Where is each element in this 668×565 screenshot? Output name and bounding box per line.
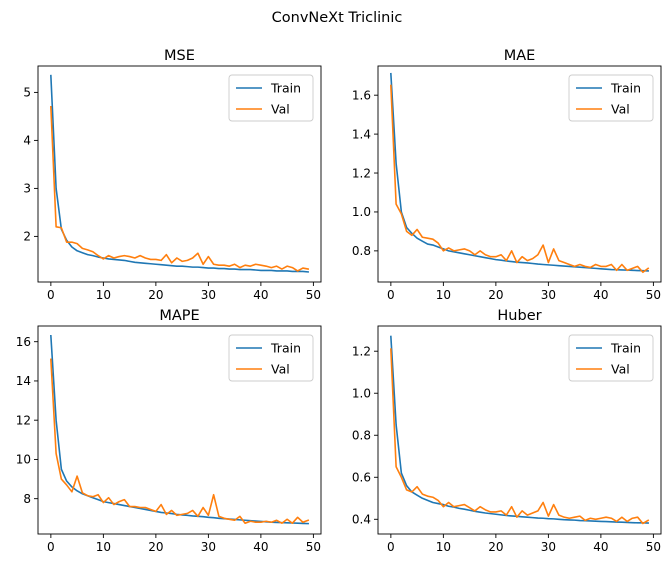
series-line-train <box>390 72 649 272</box>
y-tick-label: 4 <box>23 134 31 148</box>
y-tick-label: 1.2 <box>352 166 371 180</box>
y-tick-label: 3 <box>23 182 31 196</box>
x-tick-label: 50 <box>306 540 321 554</box>
x-tick-label: 40 <box>593 288 608 302</box>
subplots-grid: MSE 0 10 20 30 40 50 2 3 4 5 Train Val MAE 0 10 20 30 40 50… <box>16 48 662 554</box>
y-tick-label: 1.2 <box>352 345 371 359</box>
legend-label-train: Train <box>610 81 641 96</box>
y-tick-label: 1.6 <box>352 88 371 102</box>
x-tick-label: 30 <box>541 540 556 554</box>
subplot-mape: MAPE 0 10 20 30 40 50 8 10 12 14 16 Train Val <box>16 308 322 554</box>
x-tick-label: 40 <box>253 288 268 302</box>
subplot-mae: MAE 0 10 20 30 40 50 0.8 1.0 1.2 1.4 1.6 Train Val <box>352 48 662 302</box>
y-tick-label: 0.4 <box>352 513 371 527</box>
x-tick-label: 10 <box>96 288 111 302</box>
y-tick-label: 5 <box>23 86 31 100</box>
x-tick-label: 20 <box>148 288 163 302</box>
y-tick-label: 0.8 <box>352 429 371 443</box>
x-tick-label: 0 <box>47 288 55 302</box>
y-tick-label: 0.8 <box>352 244 371 258</box>
subplot-title: MSE <box>164 48 195 64</box>
series-line-val <box>390 348 650 525</box>
subplot-title: MAPE <box>159 308 199 324</box>
y-tick-label: 2 <box>23 230 31 244</box>
series-line-val <box>390 84 650 274</box>
axes-frame <box>37 325 322 535</box>
subplot-huber: Huber 0 10 20 30 40 50 0.4 0.6 0.8 1.0 1.2 Train Val <box>352 308 662 554</box>
subplot-title: MAE <box>504 48 536 64</box>
x-tick-label: 10 <box>436 288 451 302</box>
legend: Train Val <box>568 334 654 382</box>
y-tick-label: 12 <box>16 413 31 427</box>
axes-frame <box>37 65 322 283</box>
x-tick-label: 50 <box>306 288 321 302</box>
series-line-val <box>50 105 310 272</box>
legend: Train Val <box>568 74 654 122</box>
legend-label-val: Val <box>271 102 290 117</box>
x-tick-label: 10 <box>96 540 111 554</box>
legend-label-val: Val <box>611 362 630 377</box>
y-tick-label: 8 <box>23 492 31 506</box>
axes-frame <box>377 65 662 283</box>
x-tick-label: 50 <box>646 540 661 554</box>
legend: Train Val <box>228 74 314 122</box>
series-line-val <box>50 358 310 525</box>
x-tick-label: 40 <box>253 540 268 554</box>
y-tick-label: 10 <box>16 453 31 467</box>
x-tick-label: 10 <box>436 540 451 554</box>
legend-label-train: Train <box>270 81 301 96</box>
x-tick-label: 20 <box>488 540 503 554</box>
x-tick-label: 40 <box>593 540 608 554</box>
legend-label-val: Val <box>271 362 290 377</box>
legend: Train Val <box>228 334 314 382</box>
axes-frame <box>377 325 662 535</box>
x-tick-label: 20 <box>488 288 503 302</box>
x-tick-label: 50 <box>646 288 661 302</box>
y-tick-label: 1.0 <box>352 205 371 219</box>
y-tick-label: 1.0 <box>352 387 371 401</box>
series-line-train <box>50 74 310 273</box>
y-tick-label: 14 <box>16 374 31 388</box>
y-tick-label: 1.4 <box>352 127 371 141</box>
x-tick-label: 30 <box>201 288 216 302</box>
x-tick-label: 30 <box>201 540 216 554</box>
x-tick-label: 0 <box>387 540 395 554</box>
subplot-title: Huber <box>497 308 541 324</box>
figure-title: ConvNeXt Triclinic <box>272 10 403 26</box>
y-tick-label: 16 <box>16 335 31 349</box>
x-tick-label: 20 <box>148 540 163 554</box>
x-tick-label: 0 <box>47 540 55 554</box>
x-tick-label: 0 <box>387 288 395 302</box>
subplot-mse: MSE 0 10 20 30 40 50 2 3 4 5 Train Val <box>23 48 322 302</box>
legend-label-train: Train <box>270 341 301 356</box>
y-tick-label: 0.6 <box>352 471 371 485</box>
legend-label-train: Train <box>610 341 641 356</box>
x-tick-label: 30 <box>541 288 556 302</box>
legend-label-val: Val <box>611 102 630 117</box>
series-line-train <box>390 335 649 524</box>
